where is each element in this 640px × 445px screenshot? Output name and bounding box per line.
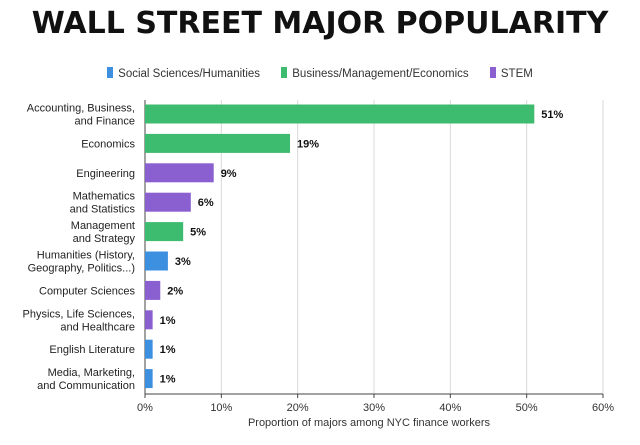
category-label-line-9-0: Media, Marketing, bbox=[48, 367, 135, 379]
bar-value-label-5: 3% bbox=[175, 256, 191, 268]
bar-9 bbox=[145, 369, 153, 389]
category-label-line-6-0: Computer Sciences bbox=[39, 285, 135, 297]
bar-value-label-6: 2% bbox=[167, 285, 183, 297]
bar-value-label-9: 1% bbox=[160, 374, 176, 386]
category-label-line-1-0: Economics bbox=[81, 138, 135, 150]
x-axis-title: Proportion of majors among NYC finance w… bbox=[248, 417, 491, 429]
legend-label-business: Business/Management/Economics bbox=[292, 68, 469, 80]
category-label-line-0-0: Accounting, Business, bbox=[27, 103, 135, 115]
legend-swatch-business bbox=[281, 67, 288, 78]
legend-item-stem: STEM bbox=[489, 67, 533, 80]
category-label-7: Physics, Life Sciences, and Healthcare bbox=[23, 308, 136, 333]
category-label-line-4-0: Management bbox=[71, 220, 135, 232]
chart-title: WALL STREET MAJOR POPULARITY bbox=[31, 6, 609, 41]
x-tick-label-0: 0% bbox=[137, 402, 153, 414]
bar-7 bbox=[145, 310, 153, 330]
x-tick-label-40: 40% bbox=[439, 402, 461, 414]
bar-1 bbox=[145, 133, 291, 153]
category-label-line-8-0: English Literature bbox=[49, 344, 135, 356]
category-label-2: Engineering bbox=[76, 168, 135, 180]
bar-value-label-7: 1% bbox=[160, 315, 176, 327]
bar-0 bbox=[145, 104, 535, 124]
x-tick-label-50: 50% bbox=[516, 402, 538, 414]
bar-2 bbox=[145, 163, 214, 183]
bar-value-label-2: 9% bbox=[221, 168, 237, 180]
category-label-line-7-0: Physics, Life Sciences, bbox=[23, 308, 136, 320]
category-label-line-5-1: Geography, Politics...) bbox=[28, 263, 135, 275]
category-label-4: Management and Strategy bbox=[71, 220, 136, 245]
x-tick-label-30: 30% bbox=[363, 402, 385, 414]
category-label-line-4-1: and Strategy bbox=[73, 233, 136, 245]
category-label-0: Accounting, Business, and Finance bbox=[27, 103, 135, 128]
legend-label-stem: STEM bbox=[500, 68, 533, 80]
bar-3 bbox=[145, 192, 191, 212]
category-label-9: Media, Marketing, and Communication bbox=[37, 367, 135, 392]
legend-swatch-social-sciences bbox=[107, 67, 114, 78]
bar-value-label-8: 1% bbox=[160, 344, 176, 356]
legend-item-social-sciences: Social Sciences/Humanities bbox=[107, 67, 260, 80]
bar-value-label-4: 5% bbox=[190, 227, 206, 239]
bar-value-label-1: 19% bbox=[297, 138, 319, 150]
bar-value-label-0: 51% bbox=[541, 109, 563, 121]
bar-value-label-3: 6% bbox=[198, 197, 214, 209]
x-tick-label-60: 60% bbox=[592, 402, 614, 414]
category-label-1: Economics bbox=[81, 138, 135, 150]
x-tick-label-20: 20% bbox=[287, 402, 309, 414]
category-label-8: English Literature bbox=[49, 344, 135, 356]
bar-8 bbox=[145, 339, 153, 359]
category-label-6: Computer Sciences bbox=[39, 285, 135, 297]
bar-6 bbox=[145, 280, 161, 300]
category-label-line-0-1: and Finance bbox=[74, 116, 135, 128]
category-label-line-3-1: and Statistics bbox=[70, 204, 136, 216]
bar-4 bbox=[145, 222, 184, 242]
legend-label-social-sciences: Social Sciences/Humanities bbox=[118, 68, 261, 80]
category-label-line-2-0: Engineering bbox=[76, 168, 135, 180]
category-label-line-9-1: and Communication bbox=[37, 380, 135, 392]
category-label-line-7-1: and Healthcare bbox=[60, 321, 135, 333]
chart-legend: Social Sciences/Humanities Business/Mana… bbox=[0, 67, 640, 80]
category-label-line-3-0: Mathematics bbox=[73, 191, 136, 203]
category-label-5: Humanities (History, Geography, Politics.… bbox=[28, 250, 135, 275]
legend-item-business: Business/Management/Economics bbox=[281, 67, 469, 80]
category-label-line-5-0: Humanities (History, bbox=[37, 250, 135, 262]
legend-swatch-stem bbox=[489, 67, 496, 78]
category-label-3: Mathematics and Statistics bbox=[70, 191, 136, 216]
x-tick-label-10: 10% bbox=[210, 402, 232, 414]
bar-5 bbox=[145, 251, 168, 271]
